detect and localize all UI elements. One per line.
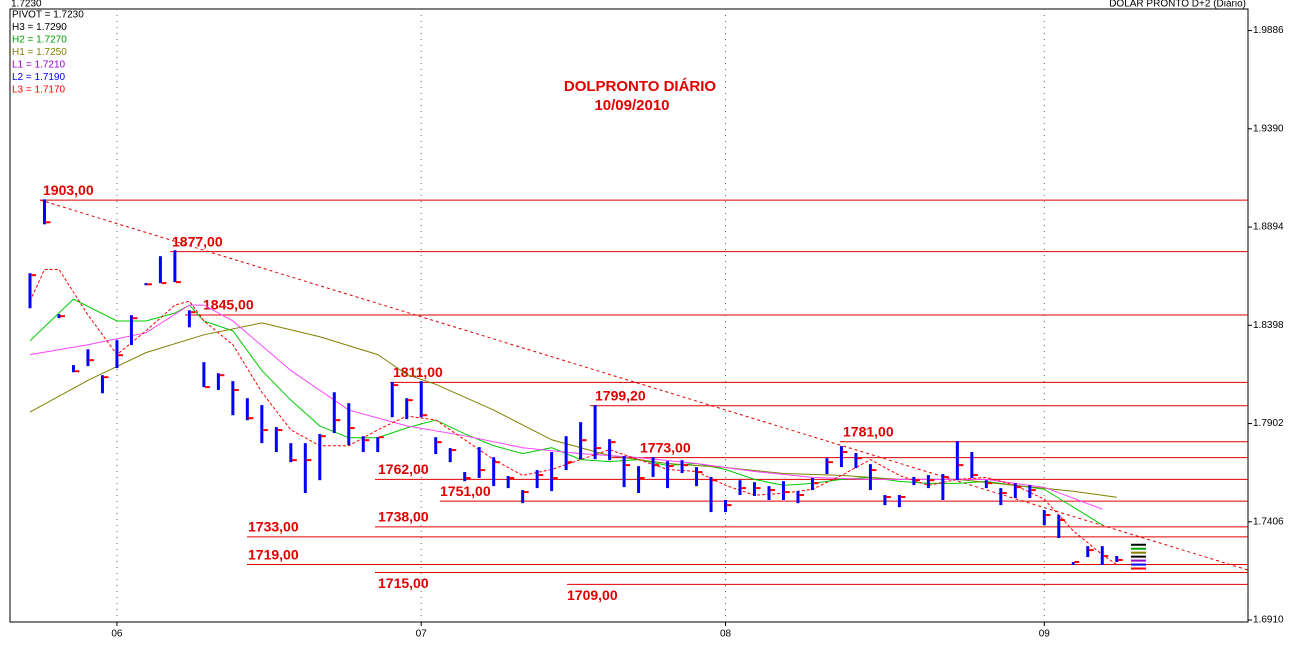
pivot-label: H1 = 1.7250 [12,47,67,58]
pivot-label: L3 = 1.7170 [12,85,66,96]
y-tick-label: 1.9390 [1253,123,1284,134]
level-label: 1715,00 [378,575,429,591]
chart-subtitle: 10/09/2010 [594,97,669,114]
level-label: 1811,00 [393,364,443,380]
level-label: 1903,00 [43,182,94,198]
pivot-label: L2 = 1.7190 [12,72,66,83]
trend-line [39,199,1249,571]
level-label: 1781,00 [843,423,894,439]
y-tick-label: 1.7902 [1253,418,1284,429]
x-tick-label: 09 [1039,629,1051,640]
chart-title: DOLPRONTO DIÁRIO [564,78,717,95]
pivot-label: L1 = 1.7210 [12,60,66,71]
x-tick-label: 06 [111,629,123,640]
y-tick-label: 1.9886 [1253,25,1284,36]
level-label: 1773,00 [640,439,691,455]
instrument-name: DOLAR PRONTO D+2 (Diário) [1109,0,1246,10]
moving-average [29,304,1103,510]
last-price: 1.7230 [11,0,42,10]
y-tick-label: 1.8894 [1253,222,1284,233]
pivot-label: H2 = 1.7270 [12,35,67,46]
y-tick-label: 1.7406 [1253,516,1284,527]
level-label: 1751,00 [440,483,491,499]
x-tick-label: 08 [720,629,732,640]
pivot-label: PIVOT = 1.7230 [12,10,84,21]
x-tick-label: 07 [416,629,428,640]
level-label: 1738,00 [378,509,429,525]
level-label: 1799,20 [595,387,646,403]
level-label: 1719,00 [248,546,299,562]
level-label: 1877,00 [172,233,223,249]
level-label: 1709,00 [567,587,618,603]
level-label: 1762,00 [378,461,429,477]
level-label: 1733,00 [248,519,299,535]
y-tick-label: 1.6910 [1253,615,1284,626]
level-label: 1845,00 [203,297,254,313]
y-tick-label: 1.8398 [1253,320,1284,331]
pivot-label: H3 = 1.7290 [12,22,67,33]
